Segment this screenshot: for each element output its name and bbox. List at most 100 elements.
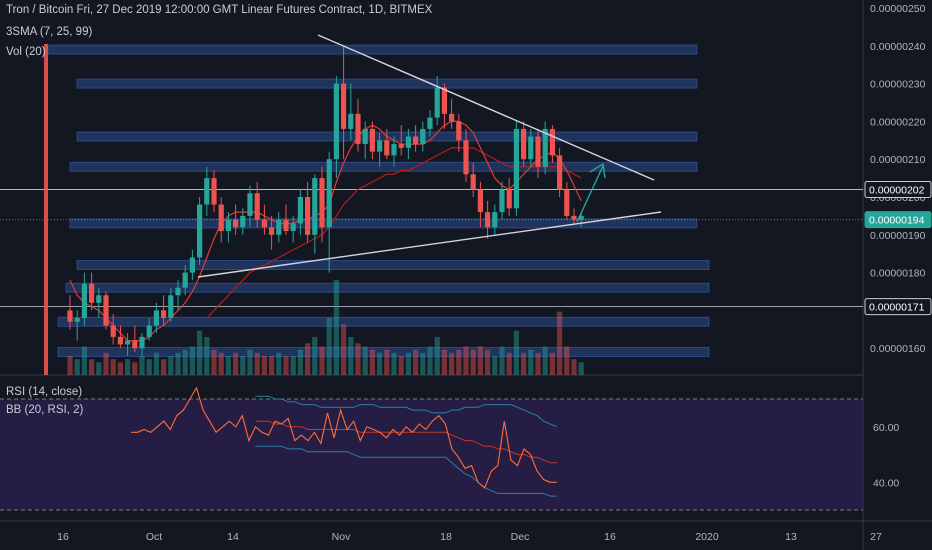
rsi-band [0,399,863,510]
volume-bar [297,349,303,375]
candle-body [168,295,174,318]
volume-bar [276,352,282,375]
candle-body [240,215,246,228]
volume-bar [564,346,570,375]
candle-body [341,83,347,129]
volume-bar [67,356,73,375]
volume-bar [218,352,224,375]
volume-bar [312,337,318,375]
candle-body [189,257,195,273]
candle-body [319,178,325,228]
volume-bar [348,337,354,375]
candle-body [269,227,275,235]
candle-body [146,325,152,337]
candle-body [449,113,455,122]
volume-bar [362,346,368,375]
volume-bar [146,359,152,375]
candle-body [542,128,548,167]
volume-bar [578,362,584,375]
volume-bar [506,352,512,375]
volume-bar [326,318,332,375]
volume-bar [477,346,483,375]
volume-bar [96,362,102,375]
time-tick-label: 14 [227,531,239,543]
candle-body [81,283,87,318]
volume-bar-large [44,44,48,375]
candle-body [513,128,519,209]
candle-body [326,159,332,228]
candle-body [261,219,267,228]
candle-body [197,204,203,258]
volume-bar [463,346,469,375]
price-badge-label: 0.00000194 [869,215,925,227]
candle-body [139,336,145,349]
time-tick-label: 16 [604,531,616,543]
volume-bar [247,349,253,375]
candle-body [463,140,469,175]
volume-bar [492,356,498,375]
volume-bar [434,337,440,375]
bb-lower-line [255,445,557,497]
volume-bar [513,330,519,375]
candle-body [312,178,318,235]
volume-bar [74,359,80,375]
bb-legend[interactable]: BB (20, RSI, 2) [6,404,84,416]
price-tick-label: 0.00000160 [870,343,926,355]
candle-body [413,136,419,145]
candle-body [283,219,289,232]
candle-body [333,83,339,160]
rsi-tick-label: 40.00 [873,477,899,489]
volume-bar [233,352,239,375]
support-zone [69,218,698,229]
volume-bar [341,324,347,375]
candle-body [506,189,512,209]
volume-bar [211,349,217,375]
price-badge [864,211,932,229]
price-badge-label: 0.00000202 [869,184,925,196]
price-tick-label: 0.00000250 [870,3,926,15]
candle-body [564,189,570,216]
candle-body [96,295,102,303]
volume-bar [161,359,167,375]
candle-body [377,140,383,152]
candle-body [153,310,159,326]
candle-body [218,204,224,232]
candle-body [398,144,404,148]
volume-bar [427,346,433,375]
volume-bar [139,356,145,375]
candle-body [67,310,73,322]
volume-bar [290,356,296,375]
volume-bar [377,352,383,375]
volume-bar [197,330,203,375]
volume-bar [535,352,541,375]
candle-body [391,144,397,156]
volume-bar [269,356,275,375]
rsi-legend[interactable]: RSI (14, close) [6,386,83,398]
candle-body [470,174,476,190]
support-trendline [197,211,662,278]
support-zone [69,161,698,172]
volume-bar [254,352,260,375]
candle-body [290,223,296,232]
sma-legend[interactable]: 3SMA (7, 25, 99) [6,26,93,38]
volume-bar [81,346,87,375]
candle-body [362,128,368,145]
candle-body [477,189,483,213]
bb-upper-line [255,395,557,428]
resistance-trendline [317,34,655,181]
time-tick-label: 2020 [695,531,719,543]
candle-body [528,136,534,160]
candle-body [297,197,303,224]
candle-body [420,128,426,145]
candle-body [125,340,131,345]
volume-bar [369,349,375,375]
candle-body [247,193,253,216]
candle-body [254,193,260,220]
candle-body [225,219,231,232]
time-tick-label: 13 [785,531,797,543]
volume-bar [528,349,534,375]
volume-legend[interactable]: Vol (20) [6,46,46,58]
price-tick-label: 0.00000190 [870,230,926,242]
volume-bar [125,359,131,375]
volume-bar [283,356,289,375]
